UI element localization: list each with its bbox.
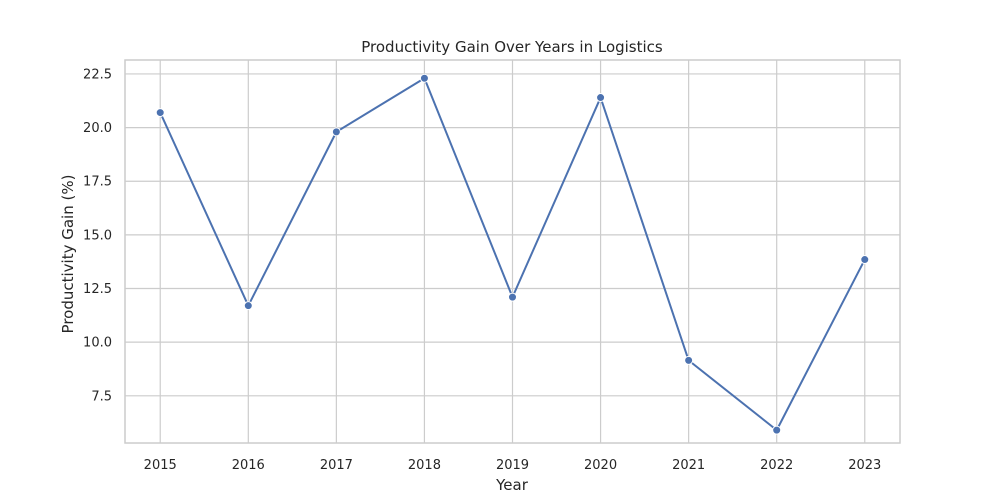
y-tick-label: 20.0 [83,121,112,136]
chart-title: Productivity Gain Over Years in Logistic… [361,38,663,56]
series-layer [155,73,870,435]
data-point [508,292,517,302]
data-point [860,255,870,265]
x-tick-label: 2019 [496,458,529,473]
data-point [684,355,694,365]
data-point [419,73,429,83]
x-tick-label: 2018 [408,458,441,473]
y-tick-label: 7.5 [91,389,112,404]
y-tick-label: 12.5 [83,282,112,297]
data-point [243,301,253,311]
x-tick-label: 2021 [672,458,705,473]
y-tick-label: 10.0 [83,336,112,351]
data-point [331,127,341,137]
grid-lines [125,60,900,443]
x-axis-ticks: 2015 2016 2017 2018 2019 2020 2021 2022 2023 [144,458,882,473]
y-axis-label: Productivity Gain (%) [59,175,77,334]
plot-area-frame [124,59,901,444]
x-axis-label: Year [495,476,529,494]
data-point [155,108,165,118]
data-point [596,93,606,103]
x-tick-label: 2016 [232,458,265,473]
x-tick-label: 2015 [144,458,177,473]
x-tick-label: 2017 [320,458,353,473]
x-tick-label: 2020 [584,458,617,473]
y-tick-label: 15.0 [83,228,112,243]
y-tick-label: 22.5 [83,67,112,82]
x-tick-label: 2022 [760,458,793,473]
data-point [772,425,782,435]
x-tick-label: 2023 [848,458,881,473]
y-axis-ticks: 7.5 10.0 12.5 15.0 17.5 20.0 22.5 [83,67,112,404]
y-tick-label: 17.5 [83,175,112,190]
